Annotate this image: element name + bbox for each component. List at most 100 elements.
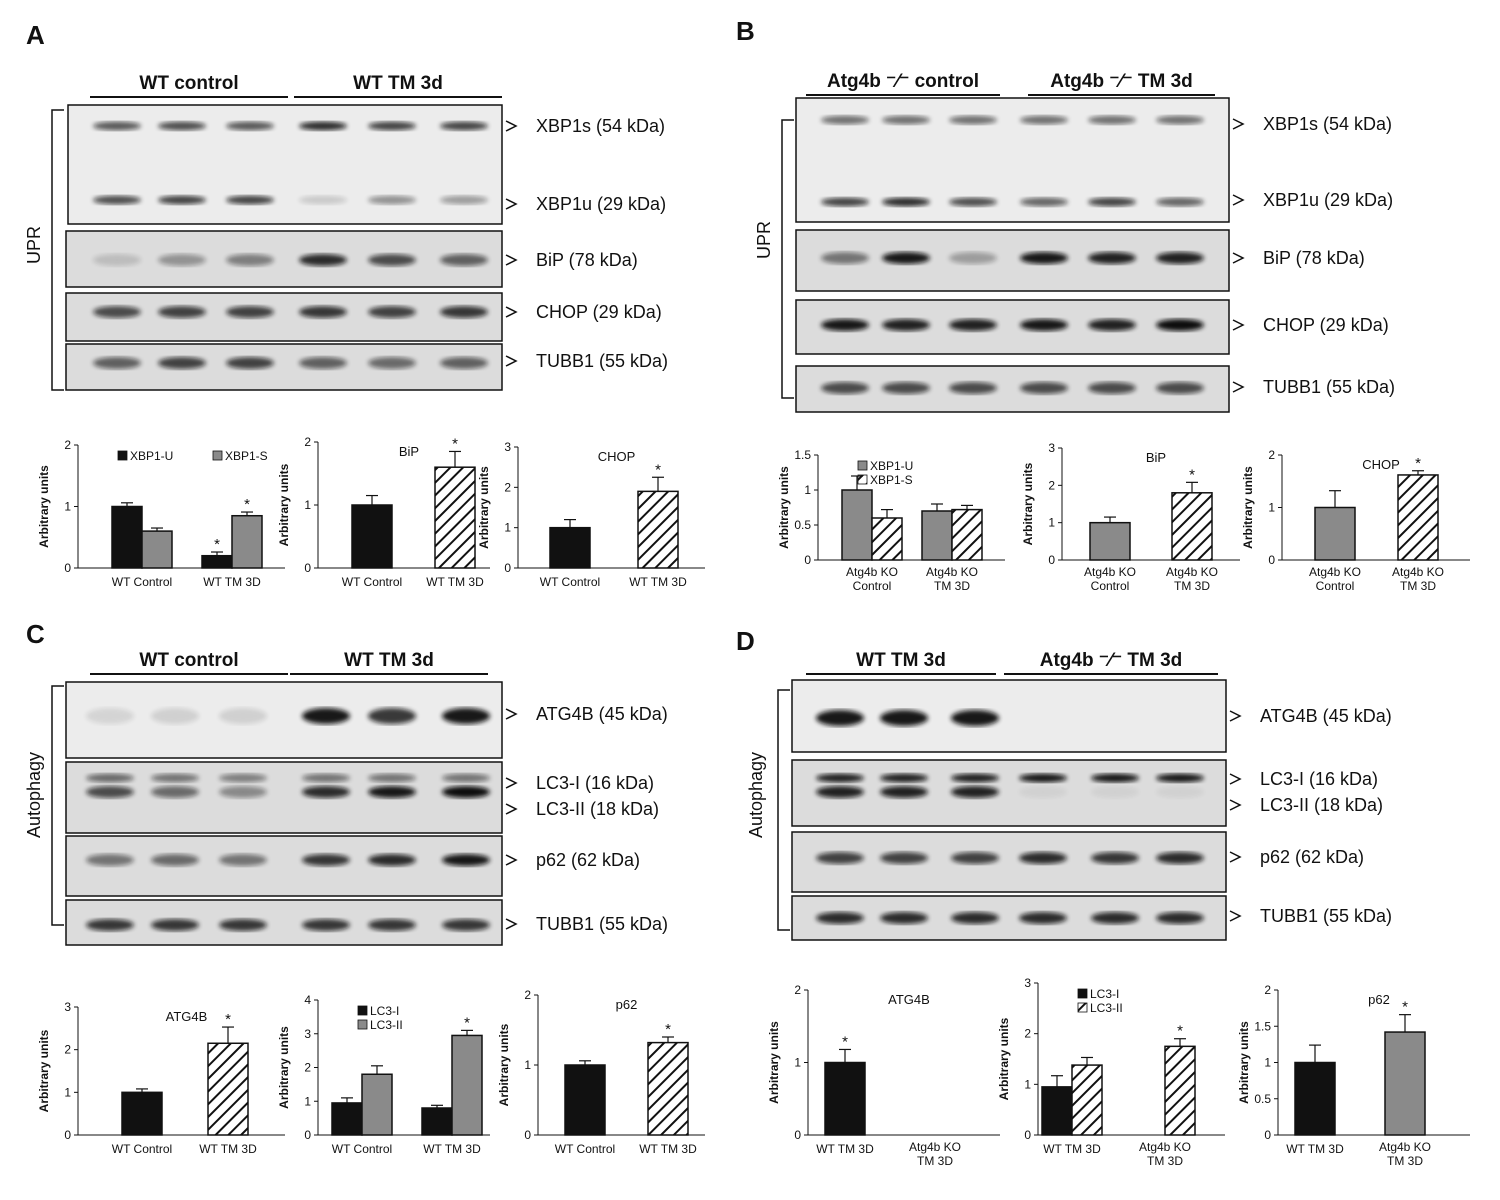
x-tick-label: Atg4b KO — [1084, 565, 1136, 579]
band — [1020, 319, 1068, 331]
band — [880, 912, 928, 924]
band — [1156, 852, 1204, 864]
chart-A-1: 0 1 2 Arbitrary units XBP1-U XBP1-S WT Control… — [37, 438, 285, 589]
y-tick-label: 2 — [504, 480, 511, 494]
band — [151, 854, 199, 866]
band — [226, 121, 274, 131]
blot-box — [65, 835, 503, 897]
y-tick-label: 0 — [794, 1128, 801, 1142]
bar-charts: 0 1 2 Arbitrary units XBP1-U XBP1-S WT Control… — [37, 435, 1470, 1168]
band — [1091, 773, 1139, 783]
x-tick-label: WT Control — [112, 1142, 172, 1156]
band — [442, 708, 490, 724]
band — [440, 254, 488, 266]
y-tick-label: 0 — [1268, 553, 1275, 567]
chart-D-12: 0 0.5 1 1.5 2 Arbitrary units p62 WT TM 3D Atg4b… — [1237, 983, 1470, 1168]
legend-swatch — [1077, 1002, 1088, 1013]
x-tick-label: WT TM 3D — [629, 575, 687, 589]
blot-box — [791, 895, 1227, 941]
bar — [421, 1107, 453, 1136]
significance-star: * — [464, 1014, 470, 1031]
bar — [111, 505, 143, 569]
blot-box — [65, 899, 503, 946]
band — [1156, 197, 1204, 207]
significance-star: * — [214, 536, 220, 553]
band — [302, 708, 350, 724]
y-axis-label: Arbitrary units — [777, 466, 791, 549]
band — [368, 919, 416, 931]
legend-label: XBP1-U — [870, 459, 913, 473]
y-tick-label: 0 — [1264, 1128, 1271, 1142]
band — [951, 786, 999, 798]
bar — [824, 1061, 866, 1136]
band-label: BiP (78 kDa) — [1263, 248, 1365, 268]
band-label: XBP1s (54 kDa) — [536, 116, 665, 136]
band — [1156, 382, 1204, 394]
band — [1156, 773, 1204, 783]
legend-label: LC3-II — [1090, 1001, 1123, 1015]
band-arrow — [505, 777, 518, 789]
band — [1019, 786, 1067, 798]
legend-label: LC3-II — [370, 1018, 403, 1032]
legend-label: XBP1-S — [870, 473, 913, 487]
y-tick-label: 1 — [64, 1085, 71, 1099]
blot-box — [795, 299, 1230, 355]
bar — [1089, 521, 1131, 561]
legend-swatch — [1077, 988, 1088, 999]
significance-star: * — [1177, 1023, 1183, 1040]
band — [368, 854, 416, 866]
y-tick-label: 0 — [804, 553, 811, 567]
y-axis-label: Arbitrary units — [1021, 462, 1035, 545]
band — [93, 195, 141, 205]
bar — [1041, 1086, 1073, 1136]
band — [158, 195, 206, 205]
band-arrow — [1229, 910, 1242, 922]
band — [93, 306, 141, 318]
band — [882, 252, 930, 264]
bar — [549, 526, 591, 569]
chart-title: BiP — [399, 444, 419, 459]
band — [368, 708, 416, 724]
band — [949, 319, 997, 331]
band — [368, 773, 416, 783]
band — [1019, 852, 1067, 864]
band — [219, 773, 267, 783]
y-tick-label: 1 — [524, 1058, 531, 1072]
band-label: p62 (62 kDa) — [1260, 847, 1364, 867]
band — [882, 115, 930, 125]
significance-star: * — [452, 435, 458, 452]
band — [151, 919, 199, 931]
band-label: LC3-II (18 kDa) — [536, 799, 659, 819]
side-brace — [51, 109, 64, 391]
band-arrow — [505, 854, 518, 866]
y-tick-label: 3 — [1048, 441, 1055, 455]
y-tick-label: 0.5 — [794, 518, 811, 532]
bar — [231, 514, 263, 569]
band — [442, 919, 490, 931]
bar — [1294, 1061, 1336, 1136]
band-arrow — [1229, 799, 1242, 811]
x-tick-label: WT TM 3D — [423, 1142, 481, 1156]
band-arrow — [505, 918, 518, 930]
band — [226, 306, 274, 318]
band — [1156, 252, 1204, 264]
band — [299, 254, 347, 266]
bar — [1384, 1031, 1426, 1136]
x-tick-label: WT Control — [540, 575, 600, 589]
band — [1091, 786, 1139, 798]
y-tick-label: 1 — [1264, 1056, 1271, 1070]
bar — [841, 489, 873, 561]
y-tick-label: 2 — [64, 438, 71, 452]
bar — [1164, 1045, 1196, 1136]
x-tick-label: TM 3D — [1400, 579, 1436, 593]
y-tick-label: 3 — [1024, 976, 1031, 990]
y-tick-label: 3 — [64, 1000, 71, 1014]
bar — [331, 1102, 363, 1136]
y-tick-label: 2 — [304, 1061, 311, 1075]
band-label: ATG4B (45 kDa) — [1260, 706, 1392, 726]
chart-A-3: 0 1 2 3 Arbitrary units CHOP WT Control WT TM 3… — [477, 440, 705, 589]
chart-D-10: 0 1 2 Arbitrary units ATG4B WT TM 3D * Atg4b KO… — [767, 983, 1000, 1168]
y-axis-label: Arbitrary units — [997, 1017, 1011, 1100]
